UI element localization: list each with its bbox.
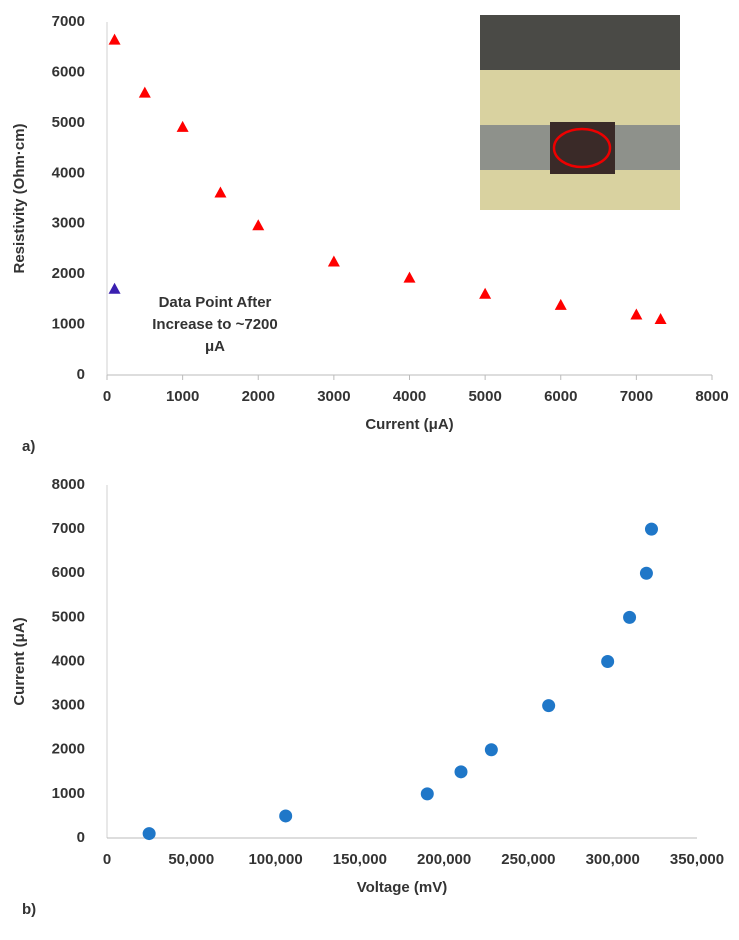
y-tick-label: 1000 xyxy=(52,316,85,333)
data-point xyxy=(108,282,121,294)
x-tick-label: 5000 xyxy=(468,388,501,405)
y-tick-label: 0 xyxy=(77,366,85,383)
photo-highlight xyxy=(552,127,612,169)
y-axis-title: Current (μA) xyxy=(11,617,28,705)
x-tick-label: 250,000 xyxy=(501,851,555,868)
x-tick-label: 0 xyxy=(103,851,111,868)
x-tick-label: 300,000 xyxy=(586,851,640,868)
panel-label: a) xyxy=(22,438,35,455)
data-point xyxy=(142,827,156,841)
data-point xyxy=(176,120,189,132)
y-tick-label: 4000 xyxy=(52,652,85,669)
panel-label: b) xyxy=(22,901,36,918)
data-point xyxy=(214,186,227,198)
y-tick-label: 2000 xyxy=(52,265,85,282)
annotation: μA xyxy=(205,338,225,355)
annotation: Data Point After xyxy=(159,294,272,311)
y-tick-label: 6000 xyxy=(52,564,85,581)
y-tick-label: 1000 xyxy=(52,785,85,802)
y-tick-label: 6000 xyxy=(52,63,85,80)
data-point xyxy=(554,298,567,310)
data-point xyxy=(639,566,653,580)
data-point xyxy=(542,699,556,713)
x-tick-label: 100,000 xyxy=(248,851,302,868)
x-tick-label: 3000 xyxy=(317,388,350,405)
data-point xyxy=(403,271,416,283)
x-tick-label: 8000 xyxy=(695,388,728,405)
y-tick-label: 3000 xyxy=(52,697,85,714)
photo-clips xyxy=(480,15,680,70)
data-point xyxy=(601,655,615,668)
y-tick-label: 7000 xyxy=(52,13,85,30)
data-point xyxy=(108,33,121,45)
data-point xyxy=(484,743,498,757)
y-tick-label: 2000 xyxy=(52,741,85,758)
inset-photo xyxy=(480,15,680,210)
x-axis-title: Voltage (mV) xyxy=(357,879,448,896)
y-tick-label: 3000 xyxy=(52,215,85,232)
x-tick-label: 6000 xyxy=(544,388,577,405)
data-point xyxy=(454,765,468,779)
data-point xyxy=(327,255,340,267)
data-point xyxy=(479,287,492,299)
annotation: Increase to ~7200 xyxy=(152,316,278,333)
x-tick-label: 0 xyxy=(103,388,111,405)
y-tick-label: 8000 xyxy=(52,476,85,493)
y-tick-label: 0 xyxy=(77,829,85,846)
y-tick-label: 7000 xyxy=(52,520,85,537)
x-tick-label: 4000 xyxy=(393,388,426,405)
photo-sample xyxy=(550,122,615,174)
y-tick-label: 5000 xyxy=(52,114,85,131)
data-point xyxy=(644,522,658,536)
x-tick-label: 2000 xyxy=(242,388,275,405)
data-point xyxy=(420,787,434,801)
y-tick-label: 5000 xyxy=(52,608,85,625)
data-point xyxy=(138,86,151,98)
x-tick-label: 50,000 xyxy=(168,851,214,868)
data-point xyxy=(630,308,643,320)
x-tick-label: 200,000 xyxy=(417,851,471,868)
data-point xyxy=(654,313,667,325)
x-axis-title: Current (μA) xyxy=(365,416,453,433)
x-tick-label: 7000 xyxy=(620,388,653,405)
x-tick-label: 150,000 xyxy=(333,851,387,868)
data-point xyxy=(623,610,637,624)
x-tick-label: 350,000 xyxy=(670,851,724,868)
y-axis-title: Resistivity (Ohm·cm) xyxy=(11,123,28,273)
y-tick-label: 4000 xyxy=(52,164,85,181)
data-point xyxy=(252,219,265,231)
data-point xyxy=(279,809,293,823)
x-tick-label: 1000 xyxy=(166,388,199,405)
